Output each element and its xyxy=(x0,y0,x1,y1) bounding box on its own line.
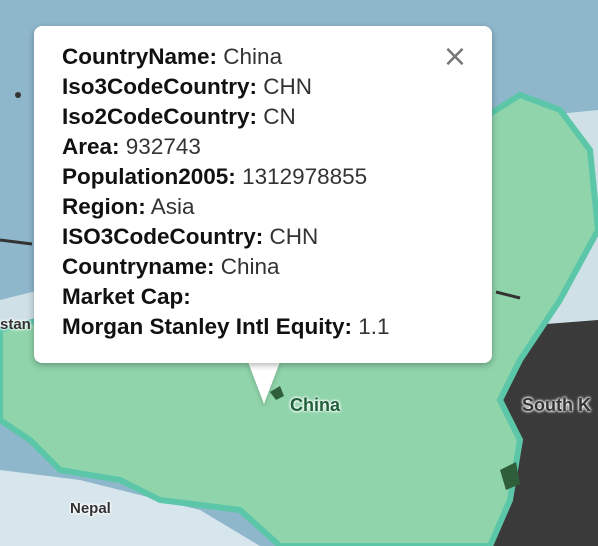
map-feature xyxy=(495,290,521,300)
popup-row-population: Population2005: 1312978855 xyxy=(62,164,368,189)
popup-row-countryname: CountryName: China xyxy=(62,44,283,69)
popup-row-iso3-alt: ISO3CodeCountry: CHN xyxy=(62,224,319,249)
map-label-stan: stan xyxy=(0,316,31,333)
info-popup: × CountryName: China Iso3CodeCountry: CH… xyxy=(34,26,492,363)
map-feature xyxy=(500,462,520,490)
map-label-south-korea: South K xyxy=(522,395,591,415)
popup-row-area: Area: 932743 xyxy=(62,134,201,159)
land-south xyxy=(0,470,260,546)
popup-row-market-cap: Market Cap: xyxy=(62,284,191,309)
map-feature xyxy=(15,92,21,98)
close-icon[interactable]: × xyxy=(442,39,468,74)
map-label-china: China xyxy=(290,395,341,415)
popup-row-iso2: Iso2CodeCountry: CN xyxy=(62,104,296,129)
map-label-nepal: Nepal xyxy=(70,500,111,517)
popup-tail xyxy=(248,362,280,404)
popup-row-region: Region: Asia xyxy=(62,194,195,219)
popup-row-msci: Morgan Stanley Intl Equity: 1.1 xyxy=(62,314,390,339)
map-feature xyxy=(0,238,33,246)
popup-row-countryname-alt: Countryname: China xyxy=(62,254,280,279)
popup-row-iso3: Iso3CodeCountry: CHN xyxy=(62,74,313,99)
